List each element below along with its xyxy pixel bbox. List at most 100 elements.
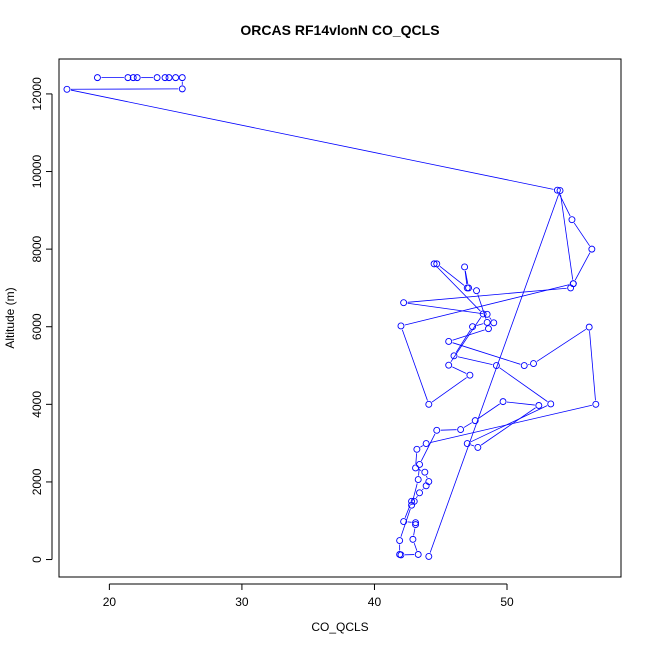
y-axis-label: Altitude (m)	[3, 287, 17, 348]
data-point	[165, 74, 173, 82]
data-point	[461, 263, 469, 271]
data-point	[473, 287, 480, 295]
data-point	[479, 310, 487, 318]
data-point	[178, 85, 186, 93]
x-axis: 20 30 40 50	[103, 583, 514, 609]
data-point	[421, 468, 429, 476]
series-line-segment	[536, 328, 587, 362]
series-line-segment	[476, 323, 484, 326]
y-tick-label: 6000	[30, 313, 44, 340]
data-point	[414, 476, 422, 484]
data-point	[172, 74, 180, 82]
plot-area-frame	[58, 58, 622, 578]
data-point	[409, 535, 417, 543]
data-point	[400, 518, 408, 525]
data-point	[93, 74, 101, 82]
data-point	[396, 551, 404, 558]
data-point	[129, 74, 137, 82]
series-line-segment	[560, 194, 574, 280]
data-point	[588, 245, 596, 253]
data-point	[425, 400, 433, 408]
y-tick-label: 10000	[30, 155, 44, 189]
series-line-segment	[455, 329, 471, 353]
data-point	[585, 323, 593, 331]
data-point	[153, 74, 161, 82]
series-line-segment	[429, 404, 593, 444]
x-tick-label: 50	[500, 595, 514, 609]
series-line-segment	[413, 528, 416, 536]
data-point	[556, 187, 564, 194]
series-line-segment	[470, 405, 548, 443]
data-point	[422, 440, 430, 447]
data-point	[412, 519, 420, 527]
series-line-segment	[420, 445, 423, 448]
series-layer	[63, 74, 600, 560]
data-point	[492, 362, 500, 369]
chart-title: ORCAS RF14vlonN CO_QCLS	[240, 22, 439, 38]
series-line-segment	[457, 356, 493, 366]
series-line-segment	[489, 317, 492, 320]
series-line-segment	[421, 488, 424, 491]
data-point	[433, 260, 441, 268]
series-line-segment	[470, 444, 475, 447]
data-point	[463, 440, 471, 447]
series-line-segment	[400, 508, 411, 537]
data-point	[553, 186, 561, 194]
data-point	[530, 360, 537, 368]
data-point	[408, 497, 416, 505]
series-line-segment	[450, 317, 482, 363]
data-point	[416, 489, 423, 497]
data-point	[433, 426, 441, 434]
data-point	[396, 537, 404, 544]
data-point	[450, 352, 458, 360]
data-point	[412, 521, 420, 529]
series-line-segment	[506, 401, 535, 406]
x-tick-label: 20	[103, 595, 117, 609]
series-line-segment	[464, 270, 468, 285]
data-point	[178, 74, 186, 82]
series-line-segment	[589, 331, 596, 401]
series-line-segment	[439, 266, 465, 286]
data-point	[63, 85, 71, 93]
y-tick-label: 8000	[30, 235, 44, 262]
data-point	[416, 461, 423, 468]
series-line-segment	[426, 475, 428, 479]
series-line-segment	[418, 468, 420, 476]
data-point	[483, 310, 491, 318]
y-axis: 0 2000 4000 6000 8000 10000 12000	[30, 77, 53, 563]
series-line-segment	[70, 89, 554, 190]
series-line-segment	[415, 495, 418, 499]
data-point	[445, 361, 453, 369]
series-line-segment	[407, 302, 484, 315]
x-tick-label: 30	[235, 595, 249, 609]
series-line-segment	[574, 252, 591, 281]
data-point	[422, 482, 430, 490]
series-line-segment	[404, 284, 570, 326]
data-point	[568, 216, 576, 224]
data-point	[483, 319, 491, 326]
series-line-segment	[407, 287, 567, 303]
data-point	[413, 445, 421, 453]
data-point	[457, 426, 465, 434]
series-line-segment	[419, 469, 422, 471]
data-point	[592, 400, 600, 408]
data-point	[425, 552, 433, 560]
data-point	[547, 400, 555, 408]
data-point	[400, 299, 408, 307]
data-point	[133, 74, 141, 82]
data-point	[430, 260, 438, 268]
series-line-segment	[499, 367, 548, 402]
data-point	[124, 74, 132, 82]
data-point	[471, 417, 479, 425]
data-point	[414, 551, 422, 558]
data-point	[490, 319, 498, 327]
series-line-segment	[480, 407, 536, 446]
series-line-segment	[420, 433, 436, 462]
series-line-segment	[415, 453, 417, 465]
y-tick-label: 0	[30, 556, 44, 563]
data-point	[466, 371, 474, 379]
series-line-segment	[478, 403, 500, 419]
data-point	[408, 501, 416, 509]
